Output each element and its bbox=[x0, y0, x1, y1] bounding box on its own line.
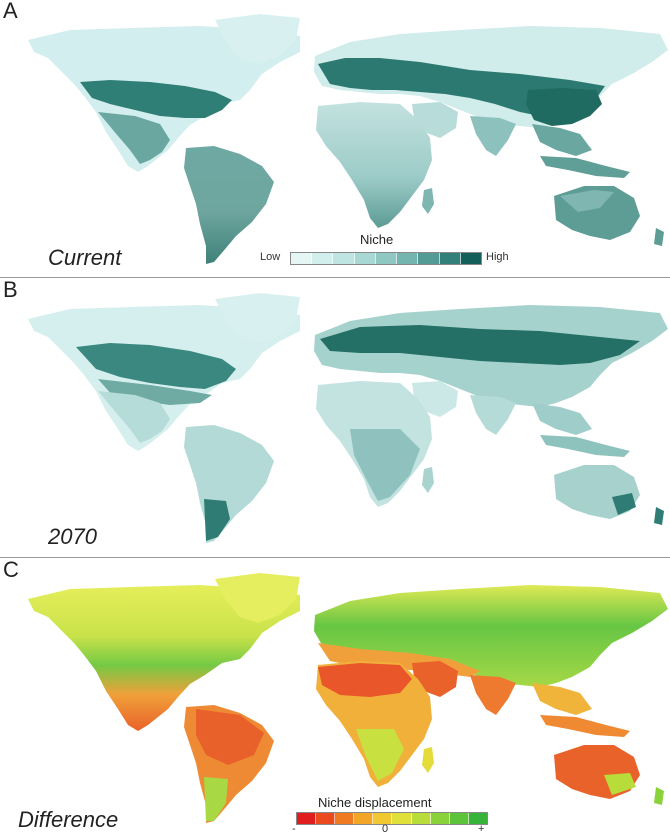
panel-label: Difference bbox=[18, 807, 119, 832]
world-map-2070 bbox=[28, 293, 668, 543]
legend-swatch bbox=[333, 253, 355, 264]
legend-swatch bbox=[291, 253, 313, 264]
legend-swatch bbox=[449, 813, 469, 824]
legend-swatch bbox=[316, 813, 336, 824]
panel-current: A Current Niche Low High bbox=[0, 0, 670, 276]
niche-displacement-legend: Niche displacement - 0 + bbox=[290, 795, 500, 835]
niche-legend: Niche Low High bbox=[258, 232, 518, 268]
panel-divider bbox=[0, 557, 670, 558]
legend-swatch bbox=[392, 813, 412, 824]
panel-label: Current bbox=[48, 245, 122, 270]
legend-swatch bbox=[430, 813, 450, 824]
land-china-dark bbox=[526, 88, 602, 126]
panel-letter: B bbox=[3, 279, 18, 302]
legend-minus-label: - bbox=[292, 823, 296, 835]
legend-swatch bbox=[354, 813, 374, 824]
legend-high-label: High bbox=[486, 251, 509, 263]
land-south-america bbox=[184, 146, 274, 264]
land-se-asia bbox=[532, 124, 592, 156]
land-africa bbox=[316, 102, 432, 228]
legend-low-label: Low bbox=[260, 251, 281, 263]
land-mexico bbox=[98, 112, 170, 164]
legend-swatch bbox=[439, 253, 461, 264]
legend-swatch bbox=[397, 253, 419, 264]
legend-plus-label: + bbox=[478, 823, 485, 835]
panel-letter: C bbox=[3, 559, 19, 582]
legend-zero-label: 0 bbox=[382, 823, 389, 835]
land-greenland bbox=[215, 14, 300, 64]
panel-2070: B 2070 bbox=[0, 279, 670, 557]
legend-swatch bbox=[335, 813, 355, 824]
panel-label: 2070 bbox=[48, 524, 97, 549]
panel-letter: A bbox=[3, 0, 18, 23]
legend-swatch bbox=[418, 253, 440, 264]
legend-title: Niche displacement bbox=[318, 795, 432, 810]
legend-color-bar bbox=[290, 252, 482, 265]
legend-title: Niche bbox=[360, 232, 394, 247]
legend-swatch bbox=[460, 253, 481, 264]
legend-swatch bbox=[312, 253, 334, 264]
legend-swatch bbox=[411, 813, 431, 824]
panel-divider bbox=[0, 277, 670, 278]
land-usa-band bbox=[80, 80, 232, 118]
legend-swatch bbox=[373, 813, 393, 824]
legend-swatch bbox=[468, 813, 487, 824]
world-map-difference bbox=[28, 573, 668, 823]
legend-swatch bbox=[354, 253, 376, 264]
legend-swatch bbox=[375, 253, 398, 264]
legend-color-bar bbox=[296, 812, 488, 825]
world-map-current bbox=[28, 14, 668, 264]
panel-difference: C Difference Niche displacement - 0 + bbox=[0, 559, 670, 835]
land-india bbox=[470, 116, 516, 156]
legend-swatch bbox=[297, 813, 317, 824]
